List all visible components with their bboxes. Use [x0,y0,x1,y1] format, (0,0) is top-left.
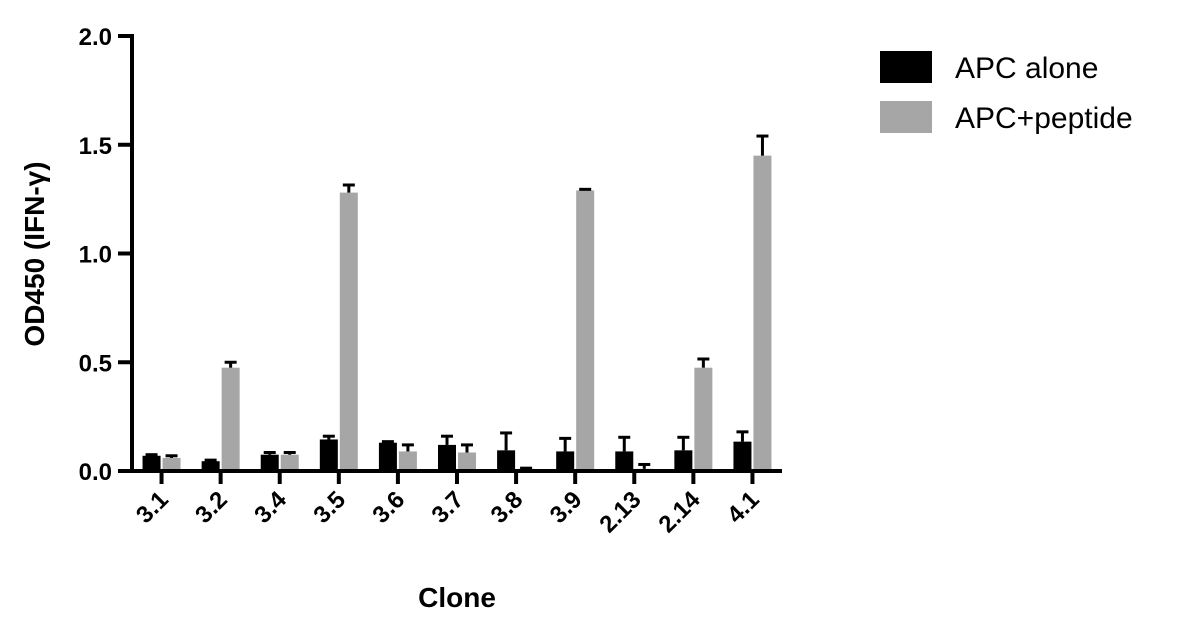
bar-apc-alone [142,455,161,471]
bars [142,134,772,472]
bar-apc-peptide [339,192,358,471]
bar-apc-alone [319,439,338,471]
x-tick-label: 4.1 [722,486,765,529]
bar-apc-peptide [162,457,181,471]
bar-apc-alone [556,451,575,471]
bar-apc-alone [674,450,693,471]
bar-apc-peptide [398,451,417,471]
y-tick-label: 0.5 [79,350,112,377]
bar-apc-alone [497,450,516,471]
bar-apc-alone [615,451,634,471]
bar-apc-peptide [458,452,476,471]
y-tick-label: 0.0 [79,459,112,486]
bar-apc-peptide [576,190,595,472]
x-tick-label: 3.1 [131,486,174,529]
x-axis-title: Clone [418,582,496,613]
bar-apc-alone [733,441,752,471]
y-axis-title: OD450 (IFN-γ) [19,161,50,346]
legend-label: APC alone [955,52,1098,85]
y-axis: 0.0 0.5 1.0 1.5 2.0 [79,24,134,486]
x-tick-label: 3.9 [545,486,588,529]
bar-apc-peptide [753,155,772,471]
y-tick-label: 2.0 [79,24,112,51]
bar-apc-alone [201,461,220,471]
x-tick-label: 3.4 [249,486,292,529]
legend: APC alone APC+peptide [880,51,1133,135]
bar-apc-peptide [694,367,713,471]
legend-swatch [880,101,932,133]
bar-apc-peptide [221,367,240,471]
bar-apc-alone [260,454,279,471]
x-tick-label: 3.5 [308,486,351,529]
x-tick-label: 3.6 [367,486,410,529]
x-tick-label: 3.8 [486,486,529,529]
legend-swatch [880,51,932,83]
legend-label: APC+peptide [955,102,1133,135]
bar-apc-alone [378,442,397,471]
x-tick-label: 2.14 [653,486,706,539]
x-tick-label: 3.2 [190,486,233,529]
bar-apc-alone [438,444,456,471]
y-tick-label: 1.0 [79,242,112,269]
y-tick-label: 1.5 [79,133,112,160]
x-tick-label: 2.13 [594,486,646,538]
x-tick-label: 3.7 [427,486,470,529]
bar-apc-peptide [280,454,299,471]
x-axis: 3.1 3.2 3.4 3.5 3.6 3.7 3.8 3.9 2.13 2.14 4.1 [130,469,782,539]
